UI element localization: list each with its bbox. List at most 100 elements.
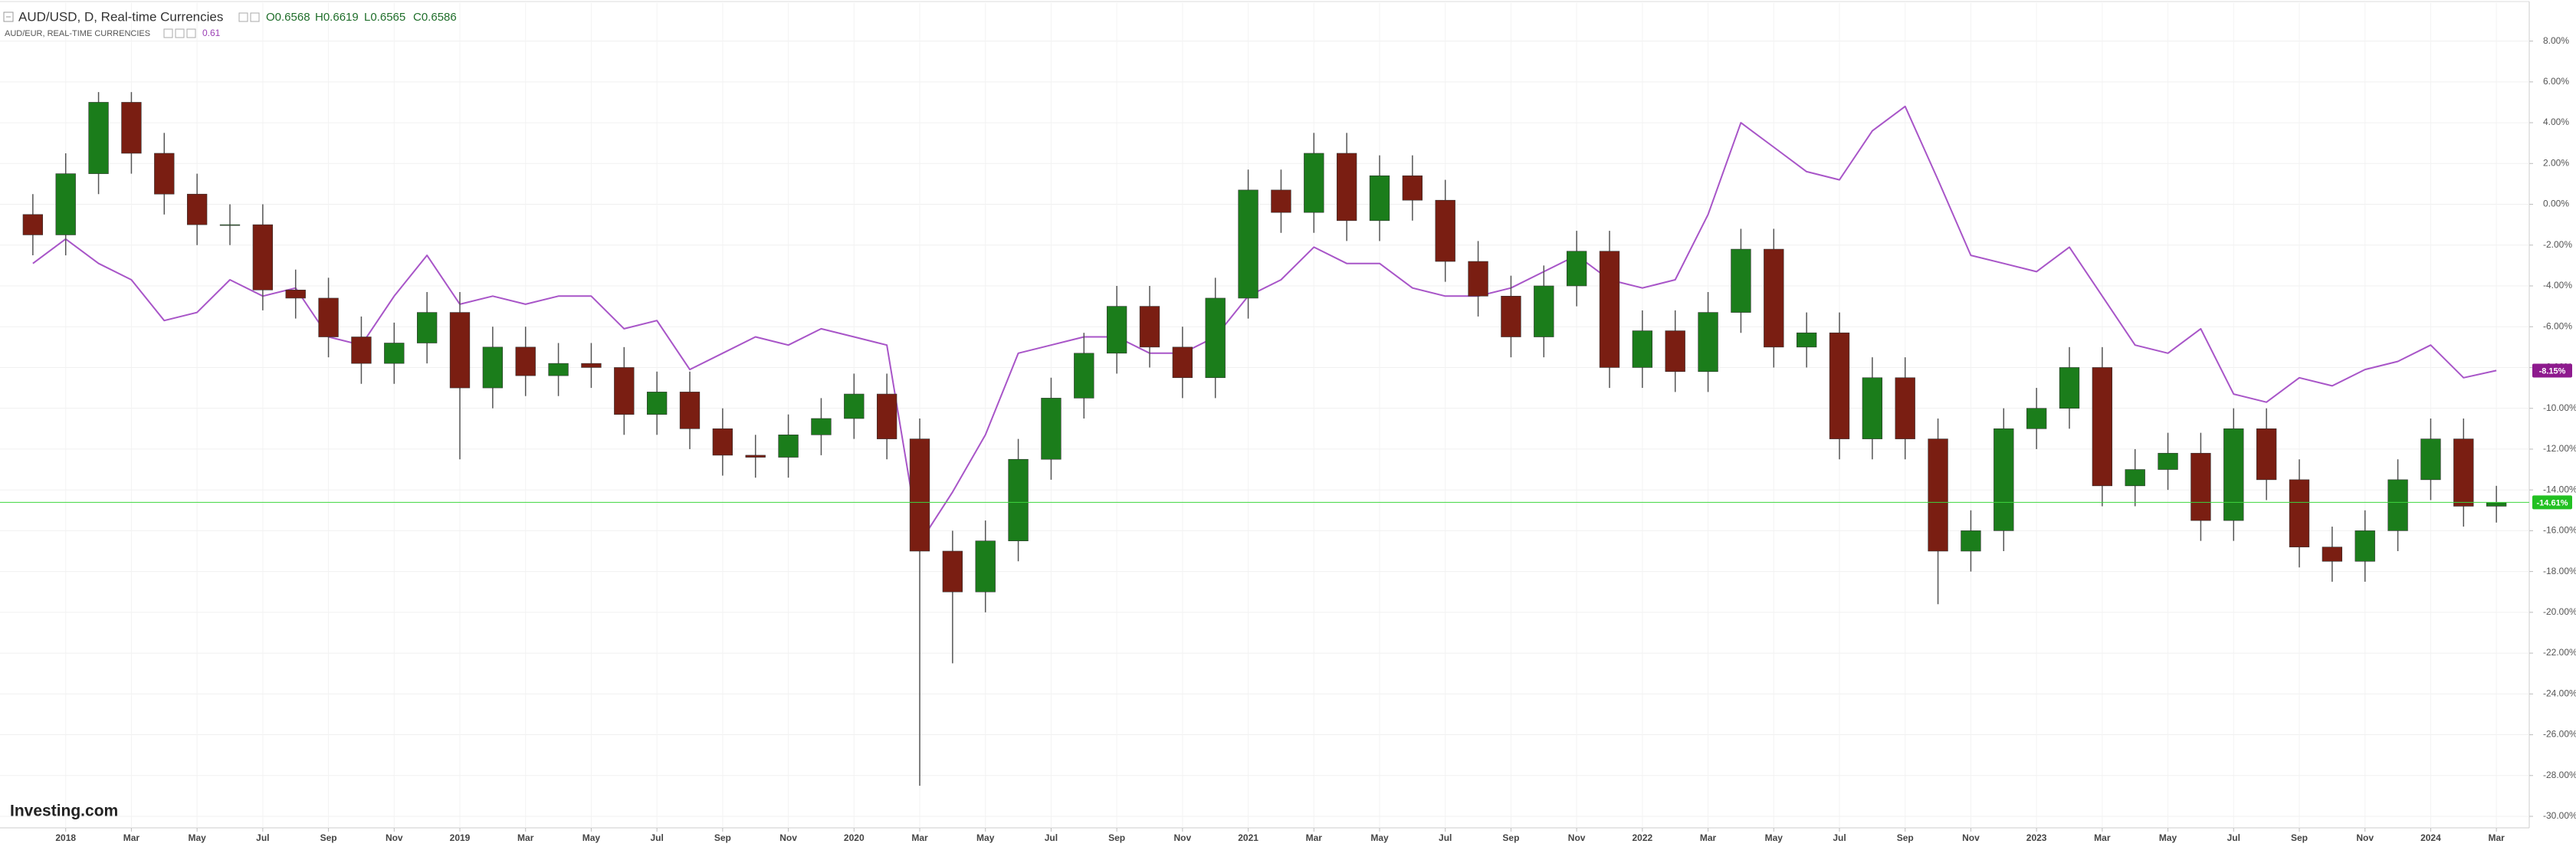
candle-body (548, 363, 569, 376)
candle-body (909, 438, 930, 552)
candle-body (975, 540, 996, 593)
ohlc-number: 0.6568 (275, 11, 310, 24)
candle-body (1599, 251, 1620, 368)
x-tick-label: Nov (1174, 832, 1192, 843)
compare-icon[interactable] (186, 28, 196, 38)
candle-body (1304, 153, 1324, 213)
candle-body (449, 312, 471, 389)
x-tick-label: Jul (1045, 832, 1058, 843)
ohlc-number: 0.6565 (370, 11, 405, 24)
x-tick-label: Jul (650, 832, 663, 843)
candle-body (2354, 530, 2375, 562)
candle-body (745, 455, 766, 458)
x-tick-label: Jul (2227, 832, 2240, 843)
x-tick-label: Sep (714, 832, 731, 843)
compare-line (32, 105, 2497, 544)
candle-body (2223, 428, 2244, 521)
y-tick-label: 4.00% (2543, 117, 2569, 127)
plot (0, 92, 2529, 786)
candle-body (1172, 346, 1193, 379)
y-tick-label: -20.00% (2543, 606, 2576, 617)
x-tick-label: Jul (256, 832, 269, 843)
y-tick-label: 8.00% (2543, 35, 2569, 46)
ohlc-number: 0.6619 (323, 11, 359, 24)
x-tick-label: Mar (911, 832, 928, 843)
candle-body (2026, 408, 2047, 429)
candle-body (1238, 189, 1258, 299)
candle-body (154, 153, 175, 195)
x-tick-label: Sep (1108, 832, 1125, 843)
candle-body (482, 346, 504, 389)
candle-body (1501, 295, 1521, 337)
y-tick-label: -2.00% (2543, 239, 2572, 250)
candle-body (1271, 189, 1291, 213)
candle-body (2125, 469, 2145, 487)
candle-body (1205, 297, 1226, 379)
last-value-label: -8.15% (2539, 366, 2566, 376)
x-tick-label: Sep (320, 832, 337, 843)
candle-body (285, 290, 306, 299)
candle-body (2092, 367, 2113, 487)
candle-body (55, 173, 76, 235)
compare-icon[interactable] (175, 28, 185, 38)
candle-body (679, 392, 701, 429)
settings-icon[interactable] (238, 12, 248, 22)
series-title: AUD/USD, D, Real-time Currencies (18, 9, 223, 24)
x-tick-label: Mar (2094, 832, 2111, 843)
x-tick-label: May (1370, 832, 1389, 843)
candle-body (2256, 428, 2277, 481)
candle-body (1928, 438, 1948, 552)
ohlc-key: O (266, 11, 275, 24)
candle-body (2420, 438, 2441, 481)
y-tick-label: -10.00% (2543, 402, 2576, 413)
collapse-icon[interactable] (3, 11, 14, 22)
x-tick-label: May (188, 832, 206, 843)
ohlc-value: C0.6586 (413, 11, 457, 24)
candle-body (2190, 452, 2211, 521)
candle-body (1534, 285, 1554, 337)
x-tick-label: May (976, 832, 995, 843)
axis-labels: 8.00% 6.00% 4.00% 2.00% 0.00% -2.00% -4.00% -6.… (55, 35, 2576, 843)
candle-body (1632, 330, 1653, 368)
candle-body (2387, 479, 2408, 531)
candle-body (778, 434, 799, 458)
candle-body (1008, 458, 1029, 541)
x-tick-label: 2023 (2026, 832, 2047, 843)
x-tick-label: Nov (1568, 832, 1586, 843)
logo: Investing.com (10, 803, 118, 820)
candle-body (2322, 547, 2343, 562)
close-icon[interactable] (250, 12, 260, 22)
y-tick-label: -22.00% (2543, 647, 2576, 658)
x-tick-label: 2019 (450, 832, 471, 843)
candle-body (646, 392, 668, 415)
y-tick-label: -12.00% (2543, 443, 2576, 454)
candle-body (614, 367, 635, 415)
x-tick-label: Mar (517, 832, 534, 843)
x-tick-label: 2021 (1238, 832, 1258, 843)
candle-body (581, 363, 602, 368)
candle-body (2059, 367, 2080, 409)
compare-title: AUD/EUR, REAL-TIME CURRENCIES (5, 29, 150, 38)
compare-icon[interactable] (163, 28, 173, 38)
y-tick-label: -4.00% (2543, 280, 2572, 291)
candle-body (1961, 530, 1981, 552)
x-tick-label: Nov (779, 832, 797, 843)
candle-body (384, 343, 405, 364)
candle-body (1435, 199, 1455, 262)
y-tick-label: 2.00% (2543, 157, 2569, 168)
candle-body (1764, 248, 1784, 348)
candle-body (1041, 398, 1062, 460)
x-tick-label: Jul (1833, 832, 1846, 843)
candle-body (1829, 332, 1850, 439)
y-tick-label: -16.00% (2543, 525, 2576, 536)
y-tick-label: -28.00% (2543, 770, 2576, 780)
x-tick-label: Nov (2356, 832, 2374, 843)
candle-body (1895, 377, 1915, 439)
x-tick-label: May (1765, 832, 1784, 843)
candle-body (186, 193, 208, 225)
candle-body (1665, 330, 1685, 373)
candle-body (1566, 251, 1587, 287)
candle-body (1139, 306, 1160, 348)
